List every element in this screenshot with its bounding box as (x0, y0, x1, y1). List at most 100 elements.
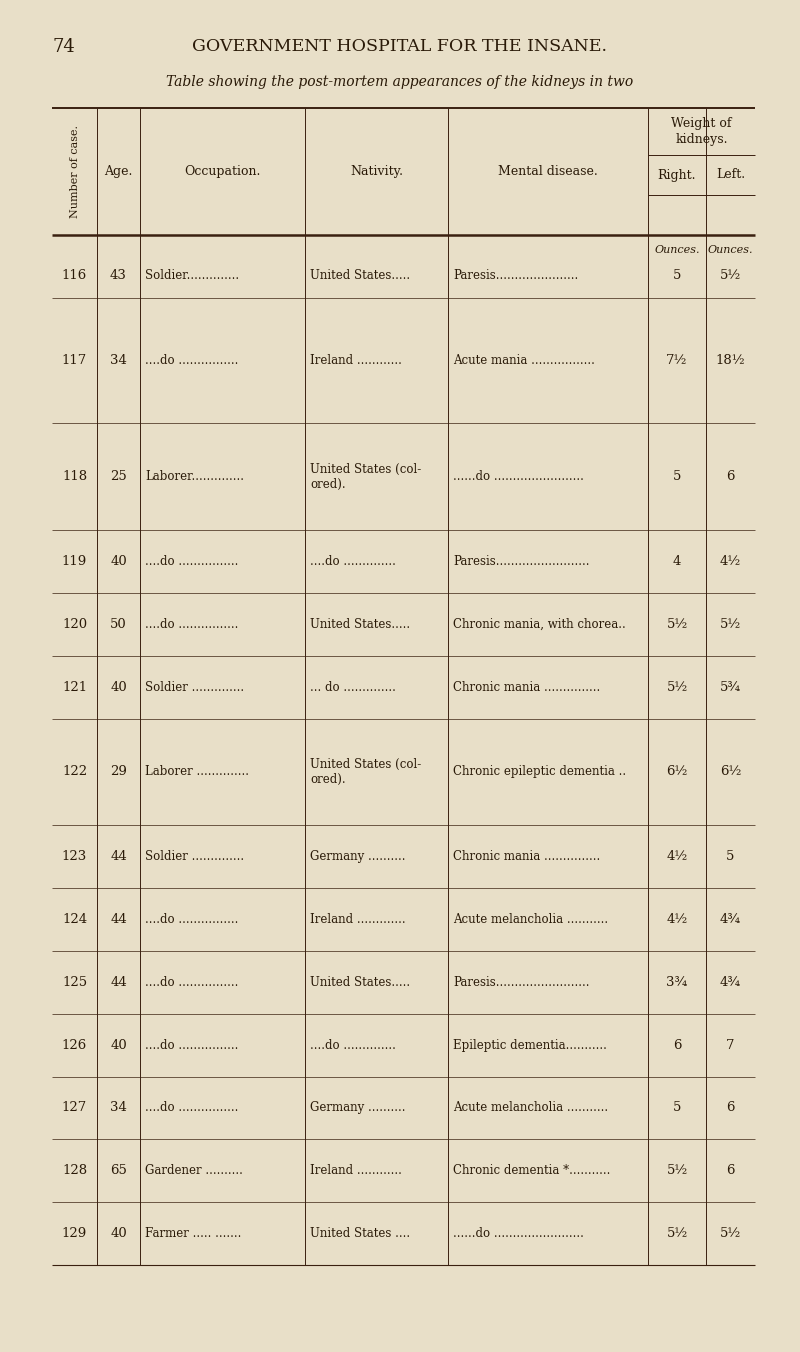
Text: 6: 6 (726, 470, 734, 483)
Text: Ireland ............: Ireland ............ (310, 354, 402, 368)
Text: 50: 50 (110, 618, 127, 631)
Text: Paresis......................: Paresis...................... (453, 269, 578, 283)
Text: 40: 40 (110, 556, 127, 568)
Text: 4½: 4½ (666, 913, 688, 926)
Text: 5½: 5½ (666, 680, 688, 694)
Text: Germany ..........: Germany .......... (310, 850, 406, 864)
Text: Gardener ..........: Gardener .......... (145, 1164, 243, 1178)
Text: Chronic mania, with chorea..: Chronic mania, with chorea.. (453, 618, 626, 631)
Text: United States.....: United States..... (310, 269, 410, 283)
Text: 18½: 18½ (716, 354, 746, 368)
Text: Number of case.: Number of case. (70, 124, 79, 218)
Text: 5½: 5½ (720, 269, 741, 283)
Text: 117: 117 (62, 354, 87, 368)
Text: Table showing the post-mortem appearances of the kidneys in two: Table showing the post-mortem appearance… (166, 74, 634, 89)
Text: ......do ........................: ......do ........................ (453, 470, 584, 483)
Text: ......do ........................: ......do ........................ (453, 1228, 584, 1240)
Text: 40: 40 (110, 680, 127, 694)
Text: GOVERNMENT HOSPITAL FOR THE INSANE.: GOVERNMENT HOSPITAL FOR THE INSANE. (193, 38, 607, 55)
Text: United States ....: United States .... (310, 1228, 410, 1240)
Text: 6½: 6½ (720, 765, 741, 779)
Text: ....do ................: ....do ................ (145, 1038, 238, 1052)
Text: 6: 6 (726, 1102, 734, 1114)
Text: Occupation.: Occupation. (184, 165, 261, 178)
Text: Paresis.........................: Paresis......................... (453, 556, 590, 568)
Text: Nativity.: Nativity. (350, 165, 403, 178)
Text: 5: 5 (673, 470, 681, 483)
Text: 129: 129 (62, 1228, 87, 1240)
Text: 7½: 7½ (666, 354, 688, 368)
Text: ....do ................: ....do ................ (145, 354, 238, 368)
Text: Laborer..............: Laborer.............. (145, 470, 244, 483)
Text: Laborer ..............: Laborer .............. (145, 765, 249, 779)
Text: 5: 5 (673, 269, 681, 283)
Text: 44: 44 (110, 850, 127, 864)
Text: 6: 6 (726, 1164, 734, 1178)
Text: 6: 6 (673, 1038, 682, 1052)
Text: 4¾: 4¾ (720, 913, 741, 926)
Text: Acute melancholia ...........: Acute melancholia ........... (453, 1102, 608, 1114)
Text: 5: 5 (726, 850, 734, 864)
Text: ... do ..............: ... do .............. (310, 680, 396, 694)
Text: 125: 125 (62, 976, 87, 988)
Text: 4½: 4½ (720, 556, 741, 568)
Text: Soldier..............: Soldier.............. (145, 269, 239, 283)
Text: 43: 43 (110, 269, 127, 283)
Text: 40: 40 (110, 1038, 127, 1052)
Text: ....do ................: ....do ................ (145, 913, 238, 926)
Text: 5½: 5½ (666, 618, 688, 631)
Text: 4: 4 (673, 556, 681, 568)
Text: 4¾: 4¾ (720, 976, 741, 988)
Text: 29: 29 (110, 765, 127, 779)
Text: 65: 65 (110, 1164, 127, 1178)
Text: 40: 40 (110, 1228, 127, 1240)
Text: Chronic mania ...............: Chronic mania ............... (453, 850, 600, 864)
Text: Age.: Age. (104, 165, 133, 178)
Text: 34: 34 (110, 1102, 127, 1114)
Text: 122: 122 (62, 765, 87, 779)
Text: Ireland .............: Ireland ............. (310, 913, 406, 926)
Text: ....do ..............: ....do .............. (310, 1038, 396, 1052)
Text: 25: 25 (110, 470, 127, 483)
Text: 5: 5 (673, 1102, 681, 1114)
Text: Soldier ..............: Soldier .............. (145, 680, 244, 694)
Text: United States (col-
ored).: United States (col- ored). (310, 462, 422, 491)
Text: 5½: 5½ (666, 1228, 688, 1240)
Text: 123: 123 (62, 850, 87, 864)
Text: Weight of
kidneys.: Weight of kidneys. (671, 118, 732, 146)
Text: Acute melancholia ...........: Acute melancholia ........... (453, 913, 608, 926)
Text: 121: 121 (62, 680, 87, 694)
Text: 74: 74 (52, 38, 74, 55)
Text: Ounces.: Ounces. (654, 245, 700, 256)
Text: 127: 127 (62, 1102, 87, 1114)
Text: ....do ..............: ....do .............. (310, 556, 396, 568)
Text: Soldier ..............: Soldier .............. (145, 850, 244, 864)
Text: ....do ................: ....do ................ (145, 618, 238, 631)
Text: 44: 44 (110, 913, 127, 926)
Text: Acute mania .................: Acute mania ................. (453, 354, 595, 368)
Text: Farmer ..... .......: Farmer ..... ....... (145, 1228, 242, 1240)
Text: 124: 124 (62, 913, 87, 926)
Text: ....do ................: ....do ................ (145, 976, 238, 988)
Text: Chronic dementia *...........: Chronic dementia *........... (453, 1164, 610, 1178)
Text: Germany ..........: Germany .......... (310, 1102, 406, 1114)
Text: 5½: 5½ (666, 1164, 688, 1178)
Text: 5½: 5½ (720, 618, 741, 631)
Text: Ounces.: Ounces. (708, 245, 754, 256)
Text: Paresis.........................: Paresis......................... (453, 976, 590, 988)
Text: ....do ................: ....do ................ (145, 556, 238, 568)
Text: 116: 116 (62, 269, 87, 283)
Text: 44: 44 (110, 976, 127, 988)
Text: 128: 128 (62, 1164, 87, 1178)
Text: 6½: 6½ (666, 765, 688, 779)
Text: 119: 119 (62, 556, 87, 568)
Text: 3¾: 3¾ (666, 976, 688, 988)
Text: 4½: 4½ (666, 850, 688, 864)
Text: Right.: Right. (658, 169, 696, 181)
Text: 5½: 5½ (720, 1228, 741, 1240)
Text: 5¾: 5¾ (720, 680, 741, 694)
Text: 120: 120 (62, 618, 87, 631)
Text: 7: 7 (726, 1038, 734, 1052)
Text: United States.....: United States..... (310, 618, 410, 631)
Text: Left.: Left. (716, 169, 745, 181)
